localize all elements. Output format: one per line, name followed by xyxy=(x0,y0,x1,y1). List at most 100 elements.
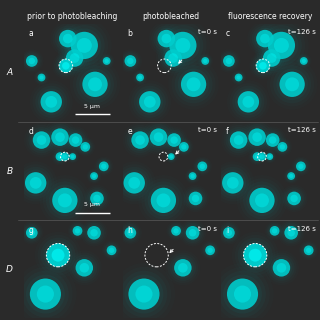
Circle shape xyxy=(85,224,102,241)
Circle shape xyxy=(254,28,276,50)
Circle shape xyxy=(272,228,277,234)
Circle shape xyxy=(190,174,195,178)
Circle shape xyxy=(162,34,171,44)
Circle shape xyxy=(256,59,270,73)
Circle shape xyxy=(92,174,96,178)
Text: t=126 s: t=126 s xyxy=(288,29,316,35)
Circle shape xyxy=(69,133,82,147)
Circle shape xyxy=(52,249,64,261)
Circle shape xyxy=(121,170,148,196)
Circle shape xyxy=(28,58,35,64)
Circle shape xyxy=(189,172,196,180)
Circle shape xyxy=(228,129,250,151)
Circle shape xyxy=(246,185,278,216)
Circle shape xyxy=(37,135,46,145)
Circle shape xyxy=(304,245,314,255)
Circle shape xyxy=(70,53,79,63)
Circle shape xyxy=(79,263,89,273)
Circle shape xyxy=(72,136,79,144)
Circle shape xyxy=(90,192,104,205)
Circle shape xyxy=(267,53,276,63)
Circle shape xyxy=(99,162,108,171)
Text: 5 μm: 5 μm xyxy=(84,104,100,108)
Circle shape xyxy=(276,263,286,273)
Circle shape xyxy=(196,160,208,172)
Circle shape xyxy=(181,144,187,149)
Circle shape xyxy=(188,171,197,181)
Circle shape xyxy=(279,72,305,97)
Circle shape xyxy=(205,245,215,255)
Circle shape xyxy=(41,91,62,113)
Circle shape xyxy=(124,275,164,314)
Circle shape xyxy=(38,74,45,81)
Circle shape xyxy=(255,154,260,159)
Circle shape xyxy=(223,275,262,314)
Circle shape xyxy=(127,58,133,64)
Text: prior to photobleaching: prior to photobleaching xyxy=(28,12,118,21)
Circle shape xyxy=(164,49,182,67)
Circle shape xyxy=(285,190,303,207)
Circle shape xyxy=(58,193,72,207)
Text: t=0 s: t=0 s xyxy=(198,226,217,232)
Circle shape xyxy=(57,28,79,50)
Circle shape xyxy=(64,47,85,69)
Circle shape xyxy=(246,126,268,148)
Text: t=0 s: t=0 s xyxy=(198,29,217,35)
Circle shape xyxy=(200,164,205,169)
Circle shape xyxy=(75,228,80,234)
Circle shape xyxy=(287,172,295,180)
Circle shape xyxy=(25,54,39,68)
Circle shape xyxy=(88,190,106,207)
Circle shape xyxy=(89,171,99,181)
Circle shape xyxy=(234,285,251,303)
Circle shape xyxy=(129,129,151,151)
Circle shape xyxy=(71,225,84,237)
Circle shape xyxy=(169,155,173,158)
Circle shape xyxy=(166,28,200,62)
Circle shape xyxy=(28,229,35,236)
Circle shape xyxy=(295,160,307,172)
Circle shape xyxy=(109,248,114,253)
Text: i: i xyxy=(226,226,228,235)
Circle shape xyxy=(135,135,145,145)
Circle shape xyxy=(124,227,136,239)
Circle shape xyxy=(90,229,98,236)
Circle shape xyxy=(283,224,300,241)
Circle shape xyxy=(189,229,196,236)
Circle shape xyxy=(93,195,101,202)
Circle shape xyxy=(261,47,283,69)
Circle shape xyxy=(263,49,280,67)
Circle shape xyxy=(226,229,232,236)
Circle shape xyxy=(83,144,88,149)
Circle shape xyxy=(252,151,263,162)
Circle shape xyxy=(253,152,261,161)
Circle shape xyxy=(90,172,98,180)
Circle shape xyxy=(280,144,285,149)
Circle shape xyxy=(175,38,190,53)
Circle shape xyxy=(258,152,266,161)
Circle shape xyxy=(79,141,92,153)
Circle shape xyxy=(168,153,175,160)
Circle shape xyxy=(77,38,92,53)
Circle shape xyxy=(135,73,145,82)
Circle shape xyxy=(128,177,140,189)
Text: c: c xyxy=(226,29,230,38)
Circle shape xyxy=(223,55,235,67)
Circle shape xyxy=(266,152,274,161)
Text: t=126 s: t=126 s xyxy=(288,226,316,232)
Circle shape xyxy=(135,285,153,303)
Text: B: B xyxy=(6,167,13,176)
Circle shape xyxy=(60,152,69,161)
Circle shape xyxy=(88,77,102,91)
Circle shape xyxy=(139,91,161,113)
Circle shape xyxy=(170,225,182,237)
Text: t=0 s: t=0 s xyxy=(198,127,217,133)
Circle shape xyxy=(82,72,108,97)
Text: photobleached: photobleached xyxy=(143,12,200,21)
Circle shape xyxy=(148,126,170,148)
Circle shape xyxy=(39,76,44,80)
Circle shape xyxy=(274,38,289,53)
Circle shape xyxy=(200,56,210,66)
Circle shape xyxy=(30,278,61,310)
Circle shape xyxy=(244,244,267,267)
